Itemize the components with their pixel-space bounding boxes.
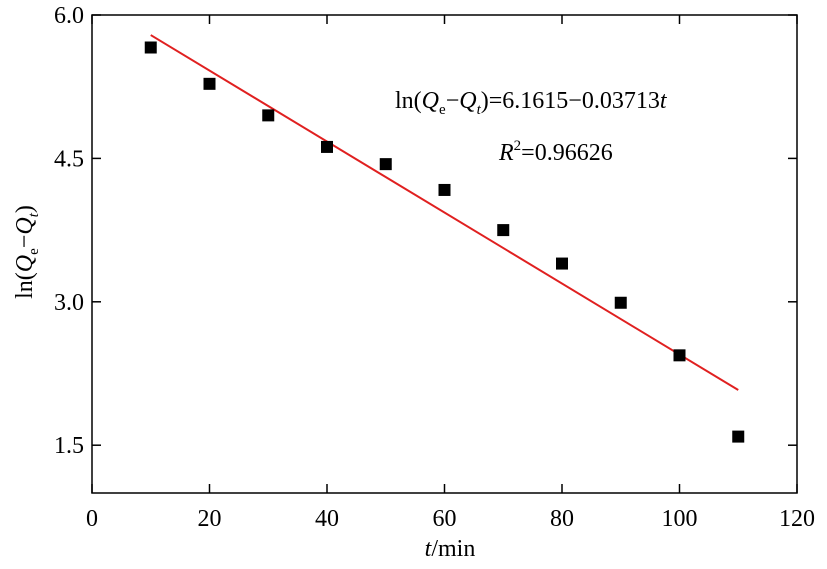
y-tick-label: 6.0	[54, 3, 84, 29]
data-point	[556, 257, 568, 270]
x-tick-label: 120	[779, 506, 815, 532]
equation-annotation: ln(Qe−Qt)=6.1615−0.03713t	[395, 88, 668, 118]
fit-line-layer	[150, 34, 739, 391]
x-axis-label: t/min	[425, 536, 476, 562]
data-point	[438, 183, 451, 196]
y-tick-label: 3.0	[54, 290, 84, 316]
plot-frame	[91, 14, 798, 494]
data-point	[321, 140, 333, 153]
data-point	[614, 296, 627, 309]
y-tick-label: 1.5	[54, 433, 84, 459]
data-point	[497, 224, 510, 237]
x-tick-label: 0	[86, 506, 98, 532]
x-tick-label: 40	[315, 506, 339, 532]
x-tick-label: 60	[433, 506, 457, 532]
x-tick-label: 80	[550, 506, 574, 532]
data-point	[144, 41, 157, 54]
y-tick-label: 4.5	[54, 146, 84, 172]
data-point	[673, 349, 686, 362]
r-squared-annotation: R2=0.96626	[498, 138, 613, 166]
data-point	[262, 109, 275, 122]
x-tick-label: 100	[662, 506, 698, 532]
data-point	[732, 430, 745, 443]
x-tick-label: 20	[198, 506, 222, 532]
data-point	[379, 158, 392, 171]
ticks: 0 20 40 60 80 100 120 1.5 3.0 4.5 6.0	[54, 3, 815, 532]
axes	[91, 14, 798, 494]
fit-line	[150, 34, 739, 391]
data-point	[203, 77, 216, 90]
data-points	[144, 41, 745, 443]
y-axis-label: ln(Qe−Qt)	[12, 205, 42, 299]
